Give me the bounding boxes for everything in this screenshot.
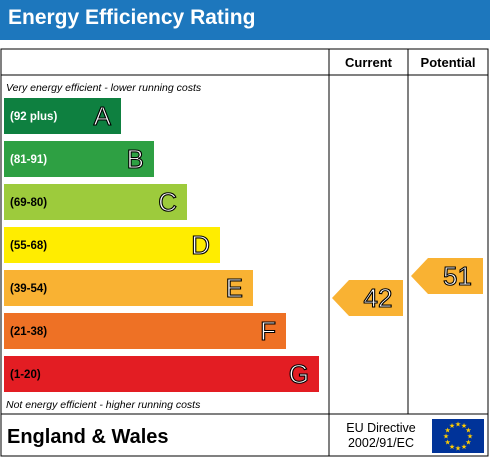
eu-flag-star-icon: ★ [444,439,450,447]
band-c-range: (69-80) [10,197,47,209]
potential-rating-arrow [411,258,483,294]
column-header-current: Current [345,55,393,70]
current-rating-value: 42 [364,283,393,313]
band-e-range: (39-54) [10,283,47,295]
band-a-range: (92 plus) [10,111,57,123]
eu-flag-star-icon: ★ [443,433,449,441]
band-d-range: (55-68) [10,240,47,252]
band-g-range: (1-20) [10,369,41,381]
eu-flag-star-icon: ★ [461,443,467,451]
bottom-note: Not energy efficient - higher running co… [6,399,201,411]
band-f-bar [4,313,286,349]
band-b-letter: B [127,144,144,174]
directive-line-2: 2002/91/EC [348,436,414,450]
eu-flag-star-icon: ★ [449,443,455,451]
title-bar: Energy Efficiency Rating [0,0,490,40]
directive-line-1: EU Directive [346,421,416,435]
band-b-range: (81-91) [10,154,47,166]
band-d-letter: D [191,230,210,260]
band-d-bar [4,227,220,263]
eu-flag-star-icon: ★ [455,421,461,429]
band-b-bar [4,141,154,177]
band-c-bar [4,184,187,220]
eu-flag-star-icon: ★ [455,445,461,453]
chart-frame [0,48,489,457]
band-e-bar [4,270,253,306]
band-a-bar [4,98,121,134]
eu-flag-star-icon: ★ [465,439,471,447]
band-a-letter: A [94,101,112,131]
band-c-letter: C [158,187,177,217]
band-f-letter: F [260,316,276,346]
top-note: Very energy efficient - lower running co… [6,82,202,94]
band-g-bar [4,356,319,392]
band-f-range: (21-38) [10,326,47,338]
band-g-letter: G [289,359,309,389]
eu-flag-star-icon: ★ [467,433,473,441]
eu-flag-star-icon: ★ [444,427,450,435]
column-header-potential: Potential [421,55,476,70]
band-e-letter: E [226,273,243,303]
chart-title: Energy Efficiency Rating [8,6,256,29]
eu-flag-star-icon: ★ [449,422,455,430]
eu-flag-star-icon: ★ [465,427,471,435]
eu-flag-icon [432,419,484,453]
current-rating-arrow [332,280,403,316]
potential-rating-value: 51 [443,261,472,291]
eu-flag-star-icon: ★ [461,422,467,430]
region-label: England & Wales [7,426,169,448]
